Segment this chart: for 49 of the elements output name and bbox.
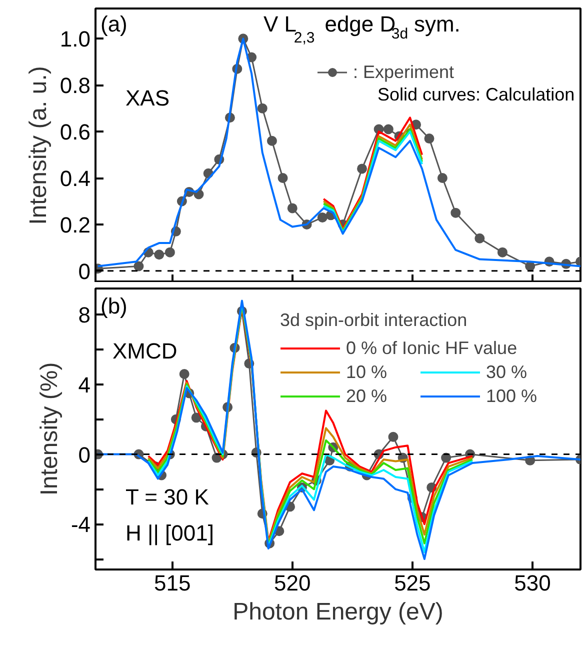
point [191,412,202,423]
legend-label: 30 % [486,360,528,384]
y-tick-label: 0 [78,442,91,468]
y-tick-label: 0.6 [60,120,91,145]
x-tick-label: 520 [274,570,311,596]
point [278,173,288,183]
annotation: (b) [100,294,128,318]
annotation: XAS [126,86,170,110]
x-axis-title: Photon Energy (eV) [232,598,444,626]
point [154,250,164,260]
y-tick-label: 1.0 [60,26,91,52]
x-tick-label: 525 [394,570,431,596]
point [450,208,461,218]
legend-title: 3d spin-orbit interaction [280,310,468,331]
annotation: (a) [100,12,128,36]
annotation: Solid curves: Calculation [378,84,575,104]
y-tick-label: 0.8 [60,73,91,98]
point [266,136,277,146]
y-tick-label: 0.4 [60,166,91,192]
point [257,103,268,114]
y-tick-label: 4 [78,372,91,398]
point [424,134,434,144]
y-axis-title: Intensity (%) [36,362,63,496]
legend-label: 10 % [346,360,388,384]
point [437,173,448,183]
legend-label: 0 % of Ionic HF value [346,336,518,360]
y-tick-label: 0 [78,258,91,284]
legend-label: : Experiment [353,60,454,84]
annotation: H || [001] [126,520,214,546]
y-axis-title: Intensity (a. u.) [24,66,52,225]
point [164,247,175,258]
y-tick-label: 8 [78,302,91,328]
point [357,164,368,174]
point [287,203,298,214]
y-tick-label: 0.2 [60,212,91,238]
legend-label: 100 % [486,384,538,408]
annotation: XMCD [112,338,178,364]
point [383,124,394,134]
x-tick-label: 515 [154,570,191,596]
point [317,212,328,222]
annotation: T = 30 K [126,484,210,510]
x-tick-label: 530 [514,570,551,596]
point [179,369,190,380]
point [474,233,485,244]
point [134,261,144,272]
point [388,432,398,442]
legend-label: 20 % [346,384,388,408]
y-tick-label: -4 [70,512,90,538]
point [497,247,508,258]
